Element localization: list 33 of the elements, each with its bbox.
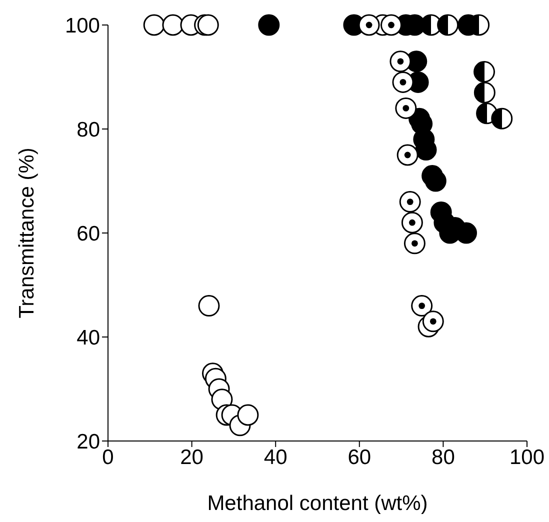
y-tick-label: 80 (76, 118, 100, 142)
y-axis-title: Transmittance (%) (15, 148, 38, 318)
point (395, 97, 417, 119)
y-tick-label: 20 (76, 430, 100, 454)
point (404, 232, 426, 254)
x-tick-label: 60 (348, 446, 372, 469)
point (399, 191, 421, 213)
x-tick-label: 80 (432, 446, 455, 469)
point (422, 310, 444, 332)
point (380, 14, 402, 36)
point (237, 404, 259, 426)
x-tick-label: 20 (180, 446, 204, 469)
y-tick-label: 40 (76, 326, 100, 350)
point (396, 144, 418, 166)
point (143, 14, 165, 36)
point (162, 14, 184, 36)
x-tick-label: 0 (102, 446, 114, 469)
point (198, 295, 220, 317)
x-tick-label: 40 (264, 446, 288, 469)
point (474, 61, 496, 83)
x-axis-title: Methanol content (wt%) (207, 492, 428, 515)
point (258, 14, 280, 36)
point (401, 212, 423, 234)
y-tick-label: 100 (64, 14, 100, 38)
point (390, 50, 412, 72)
point (358, 14, 380, 36)
point (392, 71, 414, 93)
point (474, 82, 496, 104)
point (491, 108, 513, 130)
y-tick-label: 60 (76, 222, 100, 246)
point (411, 295, 433, 317)
point (437, 14, 459, 36)
x-tick-label: 100 (509, 446, 545, 469)
